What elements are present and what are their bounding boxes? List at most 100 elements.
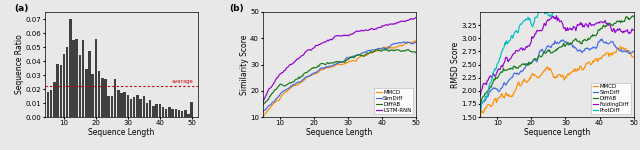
Bar — [168, 107, 171, 117]
DiffAB — [265, 98, 273, 100]
LSTM-RNN — [300, 54, 307, 56]
Bar — [130, 99, 132, 117]
Bar — [50, 90, 52, 117]
FoldingDiff — [486, 76, 493, 78]
Line: DiffAB: DiffAB — [480, 16, 634, 105]
SimDiff — [412, 41, 420, 43]
SimDiff — [287, 85, 295, 87]
Bar — [146, 103, 148, 117]
DiffAB — [300, 74, 307, 75]
Bar — [127, 95, 129, 117]
DiffAB — [287, 82, 295, 84]
X-axis label: Sequence Length: Sequence Length — [524, 128, 590, 137]
Bar — [140, 99, 142, 117]
MMCD — [259, 116, 266, 118]
DiffAB — [259, 104, 266, 106]
Y-axis label: Similarity Score: Similarity Score — [239, 34, 249, 95]
Line: LSTM-RNN: LSTM-RNN — [262, 18, 416, 103]
MMCD — [623, 50, 630, 52]
SimDiff — [399, 41, 406, 43]
MMCD — [268, 105, 276, 107]
SimDiff — [483, 97, 490, 99]
SimDiff — [630, 50, 637, 52]
LSTM-RNN — [287, 64, 295, 65]
MMCD — [412, 40, 419, 42]
LSTM-RNN — [412, 17, 420, 18]
FoldingDiff — [483, 84, 490, 86]
Bar — [79, 55, 81, 117]
FoldingDiff — [517, 47, 525, 49]
FoldingDiff — [630, 29, 637, 31]
DiffAB — [412, 52, 420, 54]
MMCD — [399, 45, 406, 46]
Bar — [149, 100, 152, 117]
X-axis label: Sequence Length: Sequence Length — [306, 128, 372, 137]
SimDiff — [300, 78, 307, 80]
Bar — [69, 19, 72, 117]
DiffAB — [405, 49, 413, 51]
LSTM-RNN — [259, 102, 266, 103]
Legend: MMCD, SimDiff, DiffAB, LSTM-RNN: MMCD, SimDiff, DiffAB, LSTM-RNN — [374, 88, 413, 114]
Legend: MMCD, SimDiff, DiffAB, FoldingDiff, ProtDiff: MMCD, SimDiff, DiffAB, FoldingDiff, Prot… — [591, 82, 631, 114]
Bar — [156, 104, 158, 117]
Bar — [120, 93, 123, 117]
Line: SimDiff: SimDiff — [480, 39, 634, 111]
MMCD — [618, 48, 625, 49]
MMCD — [486, 104, 493, 106]
DiffAB — [630, 16, 637, 18]
ProtDiff — [517, 23, 525, 25]
Bar — [172, 109, 174, 117]
SimDiff — [623, 51, 630, 52]
Bar — [98, 71, 100, 117]
MMCD — [404, 42, 412, 44]
MMCD — [617, 45, 625, 47]
SimDiff — [476, 110, 484, 112]
Bar — [47, 92, 49, 117]
DiffAB — [400, 50, 408, 51]
SimDiff — [401, 41, 408, 43]
MMCD — [483, 106, 490, 108]
Line: DiffAB: DiffAB — [262, 49, 416, 105]
Bar — [136, 95, 139, 117]
MMCD — [505, 95, 513, 97]
Bar — [162, 107, 164, 117]
Bar — [188, 114, 190, 117]
Bar — [184, 110, 187, 117]
Bar — [133, 97, 136, 117]
SimDiff — [486, 91, 493, 92]
SimDiff — [517, 70, 525, 72]
Bar — [85, 69, 88, 117]
DiffAB — [622, 16, 630, 18]
Bar — [111, 96, 113, 117]
Bar — [82, 40, 84, 117]
FoldingDiff — [623, 30, 630, 31]
Bar — [66, 47, 68, 117]
Bar — [124, 92, 126, 117]
Bar — [159, 104, 161, 117]
X-axis label: Sequence Length: Sequence Length — [88, 128, 155, 137]
SimDiff — [259, 111, 266, 113]
Bar — [165, 109, 168, 117]
DiffAB — [505, 68, 513, 70]
FoldingDiff — [553, 15, 561, 17]
DiffAB — [486, 88, 493, 89]
SimDiff — [405, 42, 413, 43]
FoldingDiff — [505, 60, 513, 62]
DiffAB — [617, 22, 625, 24]
SimDiff — [265, 105, 273, 107]
Bar — [181, 111, 184, 117]
DiffAB — [629, 15, 637, 17]
Bar — [72, 40, 75, 117]
Line: SimDiff: SimDiff — [262, 42, 416, 112]
ProtDiff — [476, 112, 484, 114]
LSTM-RNN — [268, 85, 276, 87]
SimDiff — [598, 38, 606, 40]
Bar — [53, 82, 56, 117]
Text: average: average — [172, 79, 193, 84]
ProtDiff — [505, 40, 513, 42]
DiffAB — [517, 64, 525, 66]
Y-axis label: RMSD Score: RMSD Score — [451, 41, 460, 88]
Bar — [76, 39, 78, 117]
ProtDiff — [486, 83, 493, 85]
Text: (a): (a) — [14, 4, 29, 13]
